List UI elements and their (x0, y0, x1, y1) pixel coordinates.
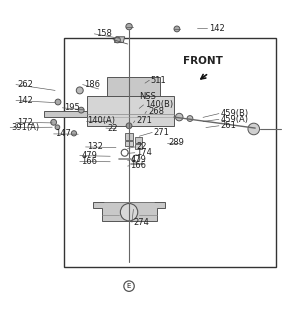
Text: 166: 166 (81, 157, 97, 166)
Bar (125, 133, 133, 140)
Text: 289: 289 (168, 138, 184, 147)
Circle shape (51, 119, 57, 125)
Circle shape (71, 131, 77, 136)
Text: 22: 22 (136, 142, 147, 151)
Bar (125, 140, 133, 146)
Text: 271: 271 (136, 116, 152, 125)
Bar (64, 38, 276, 267)
Bar (135, 137, 142, 143)
Circle shape (115, 37, 120, 43)
Polygon shape (107, 77, 160, 96)
Bar (135, 144, 142, 149)
Circle shape (174, 26, 180, 32)
Text: 479: 479 (81, 151, 97, 160)
Text: 274: 274 (133, 218, 149, 227)
Text: 479: 479 (130, 156, 146, 164)
Circle shape (78, 107, 84, 113)
Text: 262: 262 (17, 80, 33, 89)
Text: NSS: NSS (139, 92, 156, 101)
Circle shape (76, 87, 83, 94)
Text: 268: 268 (148, 107, 164, 116)
Text: 391(A): 391(A) (12, 123, 40, 132)
Text: 271: 271 (154, 128, 170, 137)
Polygon shape (115, 37, 125, 43)
Circle shape (187, 116, 193, 121)
Circle shape (175, 113, 183, 121)
Text: 22: 22 (107, 124, 118, 132)
Polygon shape (93, 202, 165, 221)
Text: 158: 158 (96, 29, 112, 38)
Text: 511: 511 (151, 76, 166, 85)
Text: 147: 147 (55, 129, 71, 138)
Text: E: E (127, 283, 131, 289)
Text: 142: 142 (209, 24, 224, 33)
Circle shape (55, 125, 60, 130)
Text: 261: 261 (220, 121, 236, 130)
Text: 195: 195 (64, 103, 79, 112)
Text: 174: 174 (136, 148, 152, 157)
Text: 172: 172 (17, 118, 33, 127)
Circle shape (248, 123, 260, 135)
Polygon shape (87, 96, 174, 126)
Circle shape (120, 204, 138, 221)
Text: 459(B): 459(B) (220, 109, 249, 118)
Circle shape (126, 23, 132, 30)
Polygon shape (44, 111, 87, 117)
Text: 132: 132 (87, 142, 103, 151)
Text: 166: 166 (130, 161, 146, 170)
Text: FRONT: FRONT (183, 56, 223, 66)
Text: 459(A): 459(A) (220, 115, 249, 124)
Text: 140(A): 140(A) (87, 116, 115, 125)
Text: 186: 186 (84, 80, 100, 89)
Text: 140(B): 140(B) (145, 100, 173, 109)
Circle shape (126, 123, 132, 129)
Text: 142: 142 (17, 96, 33, 105)
Circle shape (55, 99, 61, 105)
